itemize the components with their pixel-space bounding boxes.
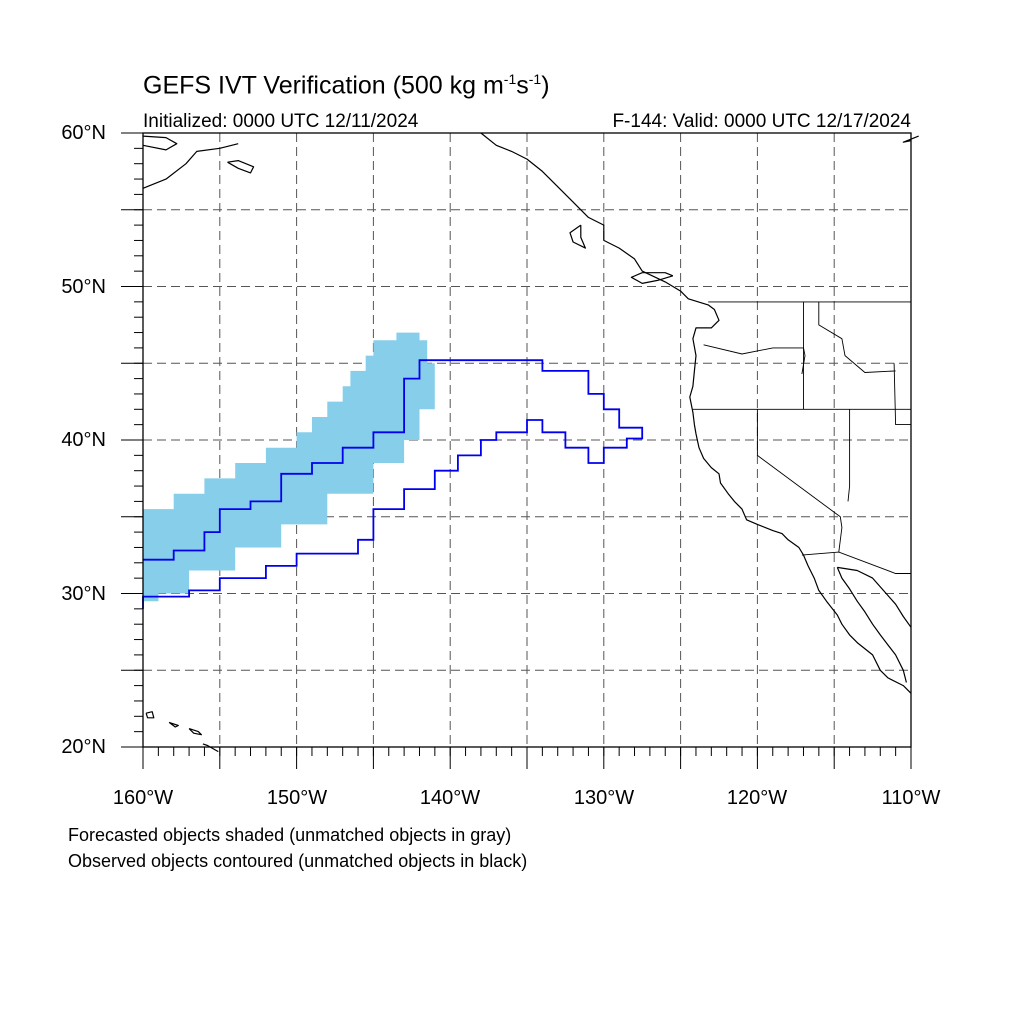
forecast-object-shading xyxy=(143,332,435,602)
border-segment xyxy=(818,301,896,373)
border-segment xyxy=(893,363,911,426)
coastline-segment xyxy=(902,135,919,143)
coastline-segment xyxy=(168,721,179,728)
lon-label-130w: 130°W xyxy=(573,787,635,809)
lat-label-40n: 40°N xyxy=(61,429,106,451)
axis-ticks xyxy=(121,132,912,769)
coastline-segment xyxy=(142,135,178,151)
lon-label-140w: 140°W xyxy=(419,787,481,809)
border-segment xyxy=(847,409,851,502)
lat-label-30n: 30°N xyxy=(61,583,106,605)
forecast-note: Forecasted objects shaded (unmatched obj… xyxy=(68,825,512,845)
title-exponent-2: -1 xyxy=(528,71,542,87)
coastline-segment xyxy=(145,711,155,719)
observed-object-contour xyxy=(142,359,644,609)
coastline-segment xyxy=(227,160,255,174)
coastline-segment xyxy=(480,132,912,694)
coastlines xyxy=(142,132,919,753)
lat-label-20n: 20°N xyxy=(61,736,106,758)
border-segment xyxy=(756,409,843,553)
lon-label-150w: 150°W xyxy=(266,787,328,809)
coastline-segment xyxy=(202,743,219,753)
map-frame xyxy=(142,132,912,748)
lon-label-120w: 120°W xyxy=(726,787,788,809)
coastline-segment xyxy=(569,224,586,249)
border-segment xyxy=(703,344,806,375)
coastline-segment xyxy=(836,567,907,683)
title-mid: s xyxy=(516,71,529,100)
initialized-label: Initialized: 0000 UTC 12/11/2024 xyxy=(143,111,419,132)
title-main: GEFS IVT Verification (500 kg m xyxy=(143,71,504,100)
coastline-segment xyxy=(837,566,912,628)
valid-time-label: F-144: Valid: 0000 UTC 12/17/2024 xyxy=(612,111,911,132)
border-segment xyxy=(801,551,911,574)
title-exponent-1: -1 xyxy=(503,71,517,87)
chart-title: GEFS IVT Verification (500 kg m-1s-1) xyxy=(143,71,550,100)
coastline-segment xyxy=(142,143,239,189)
lon-label-160w: 160°W xyxy=(112,787,174,809)
lat-label-50n: 50°N xyxy=(61,276,106,298)
lon-label-110w: 110°W xyxy=(881,787,941,809)
observed-note: Observed objects contoured (unmatched ob… xyxy=(68,851,528,871)
coastline-segment xyxy=(188,728,202,736)
political-borders xyxy=(692,301,911,574)
title-end: ) xyxy=(541,71,550,100)
coastline-segment xyxy=(630,272,674,284)
grid-lines xyxy=(143,133,911,747)
lat-label-60n: 60°N xyxy=(61,122,106,144)
